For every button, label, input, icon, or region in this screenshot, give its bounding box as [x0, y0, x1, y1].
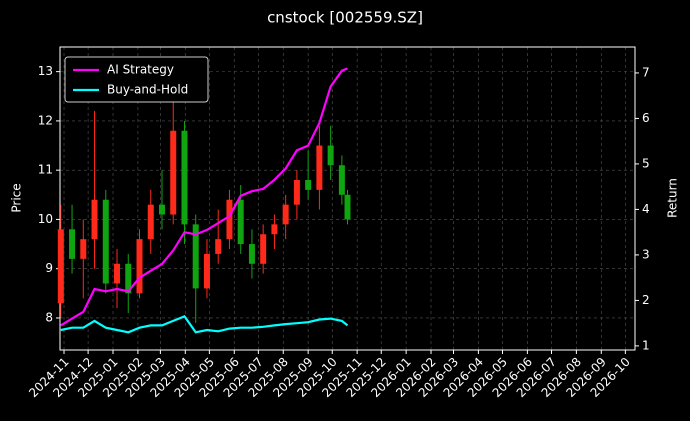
candle-body	[69, 229, 76, 259]
candle-body	[215, 239, 222, 254]
y2-tick-label: 4	[642, 202, 650, 216]
y2-tick-label: 7	[642, 65, 650, 79]
y-tick-label: 9	[45, 261, 53, 275]
candle-body	[125, 263, 132, 294]
y-tick-label: 11	[38, 163, 53, 177]
candle-body	[226, 199, 233, 240]
candle-body	[102, 199, 109, 284]
candle-body	[170, 130, 177, 215]
candle-body	[181, 130, 188, 225]
candle-body	[282, 204, 289, 225]
legend-label: AI Strategy	[107, 63, 174, 77]
y2-tick-label: 5	[642, 156, 650, 170]
y2-tick-label: 6	[642, 111, 650, 125]
candle-body	[114, 263, 121, 284]
candle-body	[293, 180, 300, 205]
candle-body	[271, 224, 278, 235]
y-tick-label: 8	[45, 310, 53, 324]
y2-tick-label: 1	[642, 338, 650, 352]
y-tick-label: 12	[38, 113, 53, 127]
candle-body	[327, 145, 334, 166]
candle-body	[80, 239, 87, 259]
candle-body	[305, 180, 312, 190]
candle-body	[344, 194, 351, 220]
candle-body	[260, 234, 267, 264]
y2-tick-label: 2	[642, 293, 650, 307]
candle-body	[91, 199, 98, 240]
candle-body	[248, 244, 255, 264]
legend-box	[64, 56, 209, 103]
plot-frame	[59, 46, 636, 351]
candle-body	[136, 239, 143, 294]
candle-body	[338, 165, 345, 195]
candle-body	[316, 145, 323, 190]
y2-axis-label: Return	[666, 178, 680, 218]
legend-label: Buy-and-Hold	[107, 83, 188, 97]
candle-body	[57, 229, 64, 304]
y-tick-label: 13	[38, 64, 53, 78]
candle-body	[203, 253, 210, 289]
y2-tick-label: 3	[642, 247, 650, 261]
y-axis-label: Price	[10, 183, 24, 212]
chart-title: cnstock [002559.SZ]	[267, 9, 423, 27]
return-line	[60, 67, 348, 327]
candle-body	[237, 199, 244, 245]
y-tick-label: 10	[38, 212, 53, 226]
candle-body	[158, 204, 165, 215]
return-line	[60, 314, 349, 334]
candle-body	[147, 204, 154, 240]
candle-body	[192, 224, 199, 289]
